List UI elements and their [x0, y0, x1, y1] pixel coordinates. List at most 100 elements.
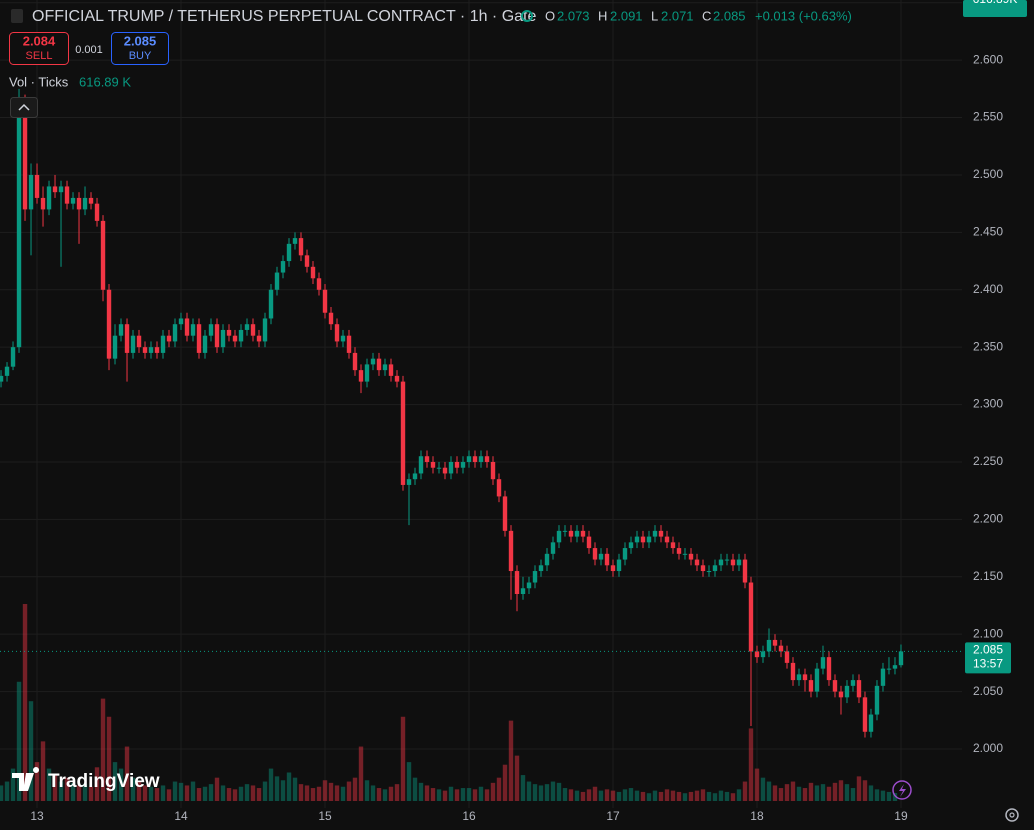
candle-body [454, 461, 460, 468]
candle-body [460, 461, 466, 468]
volume-bar [682, 793, 688, 801]
volume-bar [334, 785, 340, 801]
volume-bar [226, 788, 232, 801]
settings-icon-core[interactable] [1009, 812, 1015, 818]
volume-bar [772, 785, 778, 801]
y-tick-label: 2.100 [973, 626, 1003, 640]
candle-body [808, 680, 814, 692]
candle-body [496, 479, 502, 497]
volume-bar [286, 772, 292, 801]
candle-body [322, 289, 328, 313]
candle-body [166, 335, 172, 342]
candle-body [880, 668, 886, 686]
candle-body [406, 479, 412, 485]
volume-bar [820, 784, 826, 801]
volume-bar [160, 785, 166, 801]
volume-bar [592, 786, 598, 801]
volume-bar [304, 785, 310, 801]
volume-bar [856, 776, 862, 801]
volume-bar [700, 789, 706, 801]
brand-logo [12, 767, 40, 791]
volume-bar [298, 784, 304, 801]
candle-body [826, 657, 832, 681]
sell-label[interactable]: SELL [26, 50, 53, 62]
volume-bar [598, 790, 604, 801]
volume-bar [22, 604, 28, 801]
volume-bar [508, 720, 514, 801]
candle-body [664, 536, 670, 543]
volume-bar [292, 777, 298, 801]
candle-body [526, 582, 532, 589]
lightning-button[interactable] [892, 780, 912, 800]
candle-body [448, 461, 454, 474]
candle-body [442, 467, 448, 474]
volume-bar [388, 786, 394, 801]
buy-button[interactable]: 2.085 BUY [111, 32, 169, 65]
buy-price[interactable]: 2.085 [124, 33, 157, 48]
candle-body [676, 548, 682, 554]
sell-box[interactable] [9, 32, 69, 65]
candle-body [388, 364, 394, 376]
ohlc-key: C [702, 8, 711, 23]
candle-body [790, 662, 796, 681]
y-tick-label: 2.600 [973, 52, 1003, 66]
volume-bar [532, 784, 538, 801]
settings-icon[interactable] [1005, 808, 1019, 822]
candle-body [190, 324, 196, 336]
ohlc-value: 2.091 [610, 8, 643, 23]
candle-body [856, 680, 862, 698]
y-tick-label: 2.350 [973, 339, 1003, 353]
candle-body [184, 318, 190, 336]
volume-bar [808, 782, 814, 801]
collapse-box[interactable] [10, 97, 38, 118]
collapse-button[interactable] [10, 97, 38, 118]
volume-name: Vol · Ticks [9, 74, 69, 89]
candle-body [484, 456, 490, 462]
candle-body [0, 375, 4, 382]
candle-body [286, 243, 292, 262]
volume-last-label: 616.89K [973, 0, 1018, 6]
volume-bar [604, 789, 610, 801]
candle-body [100, 220, 106, 290]
volume-bar [184, 785, 190, 801]
sell-button[interactable]: 2.084 SELL [9, 32, 69, 65]
buy-label[interactable]: BUY [129, 50, 152, 62]
y-tick-label: 2.550 [973, 110, 1003, 124]
volume-bar [124, 746, 130, 801]
volume-bar [634, 790, 640, 801]
collapse-icon[interactable] [18, 103, 30, 111]
sell-price[interactable]: 2.084 [23, 33, 56, 48]
symbol-icon [11, 9, 23, 23]
candle-body [598, 553, 604, 560]
candle-body [562, 530, 568, 532]
volume-bar [256, 788, 262, 801]
volume-bar [268, 768, 274, 801]
volume-bar [886, 791, 892, 801]
volume-bar [544, 784, 550, 801]
volume-bar [490, 782, 496, 801]
candle-body [52, 186, 58, 193]
candle-body [10, 347, 16, 367]
volume-bar [538, 785, 544, 801]
candle-body [580, 530, 586, 537]
volume-bar [880, 790, 886, 801]
settings-button[interactable] [1005, 808, 1019, 822]
volume-bar [850, 788, 856, 801]
lightning-circle[interactable] [892, 780, 912, 800]
lightning-icon[interactable] [899, 784, 906, 797]
y-tick-label: 2.300 [973, 397, 1003, 411]
volume-bar [790, 781, 796, 801]
candle-body [796, 674, 802, 681]
candle-body [898, 651, 904, 666]
candle-body [394, 375, 400, 382]
volume-bar [214, 777, 220, 801]
buy-box[interactable] [111, 32, 169, 65]
volume-bar [562, 788, 568, 801]
candle-body [850, 680, 856, 686]
volume-bar [694, 790, 700, 801]
x-tick-label: 17 [606, 809, 620, 823]
candle-body [694, 559, 700, 566]
candle-body [196, 324, 202, 353]
volume-bar [730, 793, 736, 801]
